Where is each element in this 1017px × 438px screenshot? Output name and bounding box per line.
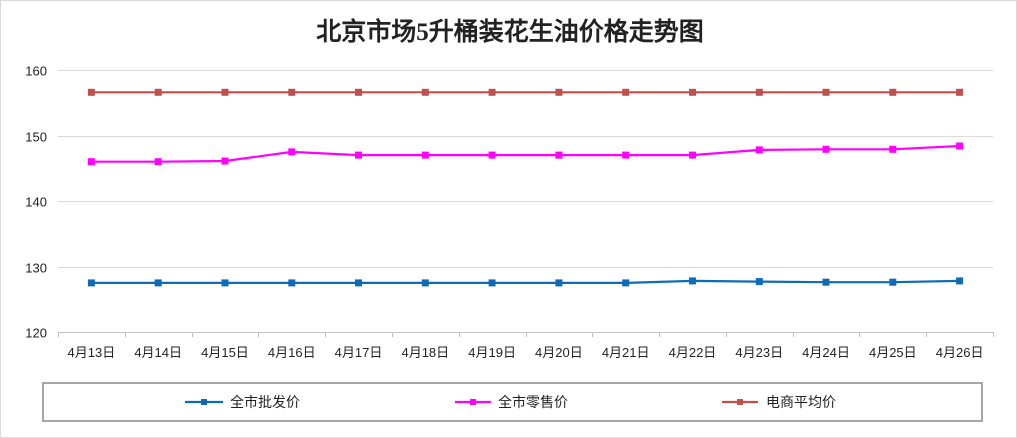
chart-title: 北京市场5升桶装花生油价格走势图 [316, 17, 704, 46]
data-point [755, 278, 763, 286]
data-point [154, 279, 162, 287]
data-point [689, 277, 696, 285]
series-layer [87, 88, 964, 287]
x-tick-label: 4月14日 [134, 345, 182, 360]
y-tick-label: 120 [25, 326, 47, 341]
legend-item-wholesale: 全市批发价 [185, 394, 300, 410]
data-point [889, 278, 897, 286]
legend: 全市批发价 全市零售价 电商平均价 [42, 382, 983, 422]
x-tick-label: 4月26日 [936, 345, 984, 360]
data-point [87, 158, 95, 166]
gridlines [58, 70, 993, 333]
data-point [421, 88, 429, 96]
x-tick-label: 4月20日 [535, 345, 583, 360]
x-tick-label: 4月25日 [869, 345, 917, 360]
x-tick-label: 4月24日 [802, 345, 850, 360]
series-2 [87, 88, 964, 96]
legend-label-wholesale: 全市批发价 [230, 394, 300, 410]
x-tick-label: 4月18日 [401, 345, 449, 360]
data-point [488, 151, 496, 159]
data-point [355, 279, 362, 287]
data-point [889, 88, 897, 96]
legend-item-retail: 全市零售价 [455, 394, 568, 410]
data-point [87, 88, 95, 96]
legend-item-ecommerce: 电商平均价 [722, 394, 836, 410]
data-point [154, 88, 162, 96]
data-point [555, 279, 563, 287]
data-point [355, 88, 362, 96]
data-point [622, 88, 630, 96]
x-tick-label: 4月16日 [268, 345, 316, 360]
data-point [288, 148, 296, 156]
data-point [154, 158, 162, 166]
data-point [622, 151, 630, 159]
data-point [221, 88, 229, 96]
data-point [288, 88, 296, 96]
series-line [91, 279, 960, 284]
x-axis: 4月13日 4月14日 4月15日 4月16日 4月17日 4月18日 4月19日 4月20日… [58, 332, 994, 360]
data-point [421, 279, 429, 287]
data-point [822, 145, 830, 153]
x-tick-label: 4月23日 [735, 345, 783, 360]
y-tick-label: 130 [25, 261, 47, 276]
data-point [221, 279, 229, 287]
data-point [87, 279, 95, 287]
legend-marker-ecommerce [737, 399, 743, 405]
legend-marker-wholesale [201, 399, 207, 405]
data-point [822, 88, 830, 96]
data-point [755, 88, 763, 96]
x-tick-label: 4月21日 [602, 345, 650, 360]
x-tick-label: 4月15日 [201, 345, 249, 360]
y-tick-label: 140 [25, 195, 47, 210]
legend-label-ecommerce: 电商平均价 [766, 394, 836, 410]
series-line [91, 144, 960, 163]
x-tick-label: 4月17日 [335, 345, 383, 360]
series-1 [87, 142, 964, 166]
data-point [555, 151, 563, 159]
x-tick-label: 4月19日 [468, 345, 516, 360]
data-point [488, 88, 496, 96]
data-point [421, 151, 429, 159]
data-point [956, 142, 964, 150]
data-point [689, 151, 696, 159]
data-point [822, 278, 830, 286]
data-point [221, 157, 229, 165]
series-0 [87, 277, 964, 287]
y-tick-label: 160 [25, 64, 47, 79]
legend-marker-retail [470, 399, 476, 405]
y-axis-ticks: 120 130 140 150 160 [25, 64, 47, 341]
data-point [555, 88, 563, 96]
data-point [622, 279, 630, 287]
data-point [889, 145, 897, 153]
x-tick-label: 4月22日 [669, 345, 717, 360]
data-point [956, 88, 964, 96]
legend-label-retail: 全市零售价 [498, 394, 568, 410]
data-point [755, 146, 763, 154]
data-point [288, 279, 296, 287]
data-point [956, 277, 964, 285]
data-point [355, 151, 362, 159]
y-tick-label: 150 [25, 130, 47, 145]
data-point [488, 279, 496, 287]
data-point [689, 88, 696, 96]
x-tick-label: 4月13日 [68, 345, 116, 360]
